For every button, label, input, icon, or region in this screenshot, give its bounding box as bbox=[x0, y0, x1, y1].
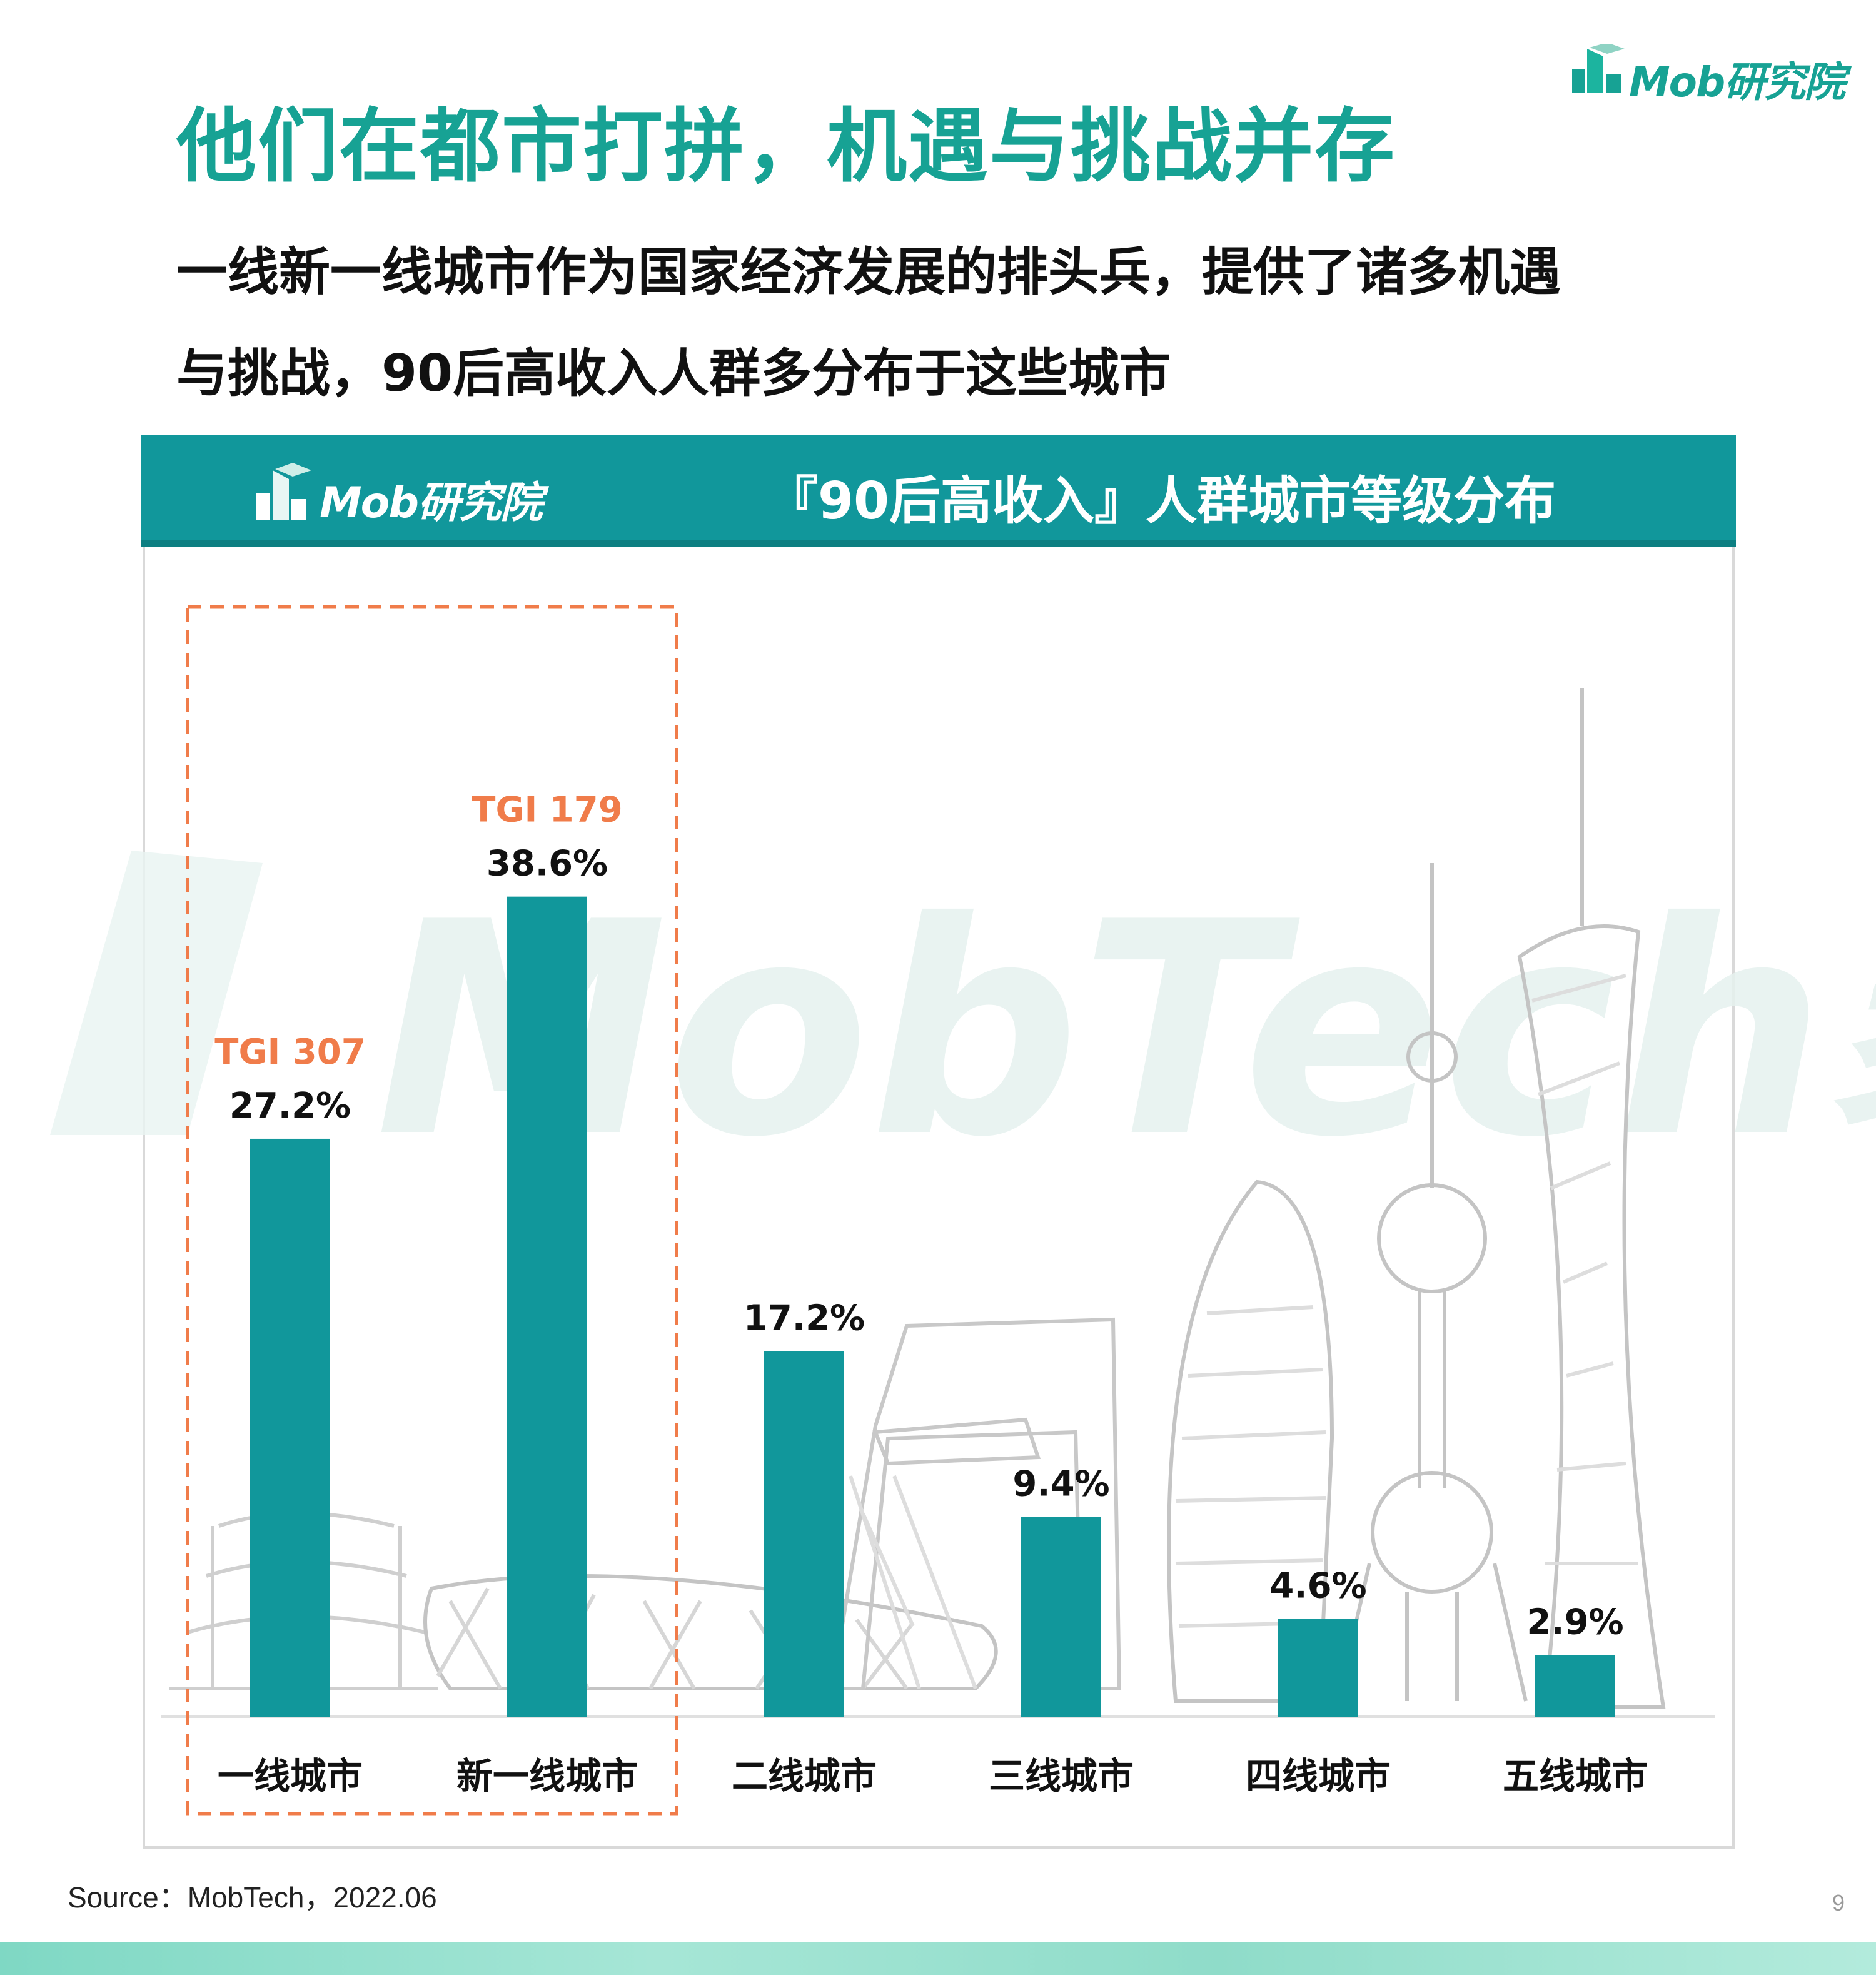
chart-panel bbox=[143, 437, 1735, 1849]
chart-title: 『90后高收入』人群城市等级分布 bbox=[767, 472, 1556, 531]
bar-erxian bbox=[764, 1351, 844, 1717]
category-label-sanxian: 三线城市 bbox=[989, 1755, 1134, 1797]
panel-logo-text: Mob研究院 bbox=[320, 478, 543, 528]
bottom-decor-band bbox=[0, 1942, 1876, 1975]
subtitle-line-2: 与挑战，90后高收入人群多分布于这些城市 bbox=[176, 344, 1171, 403]
value-label-sixian: 4.6% bbox=[1269, 1566, 1366, 1607]
chart-header-bar: Mob研究院 『90后高收入』人群城市等级分布 bbox=[141, 435, 1736, 547]
value-label-sanxian: 9.4% bbox=[1012, 1464, 1109, 1505]
category-label-xinyixian: 新一线城市 bbox=[456, 1755, 638, 1797]
header-shadow bbox=[141, 540, 1736, 547]
tgi-annotation-yixian: TGI 307 bbox=[214, 1032, 365, 1073]
value-label-wuxian: 2.9% bbox=[1526, 1602, 1623, 1642]
canton-tower-drawing bbox=[1517, 688, 1666, 1709]
watermark-logo-shape bbox=[50, 851, 263, 1135]
bar-wuxian bbox=[1535, 1655, 1615, 1717]
highlight-dashed-box bbox=[186, 605, 678, 1816]
brand-logo: Mob研究院 bbox=[1563, 38, 1845, 106]
bar-sanxian bbox=[1021, 1517, 1101, 1717]
page-number: 9 bbox=[1832, 1890, 1845, 1916]
category-label-sixian: 四线城市 bbox=[1246, 1755, 1391, 1797]
panel-logo: Mob研究院 bbox=[254, 454, 579, 529]
page-subtitle: 一线新一线城市作为国家经济发展的排头兵，提供了诸多机遇 与挑战，90后高收入人群… bbox=[176, 222, 1727, 425]
brand-name: Mob研究院 bbox=[1629, 58, 1845, 106]
tgi-annotation-xinyixian: TGI 179 bbox=[472, 790, 622, 831]
watermark-text: MobTech袤博 bbox=[375, 859, 1876, 1201]
subtitle-line-1: 一线新一线城市作为国家经济发展的排头兵，提供了诸多机遇 bbox=[176, 243, 1561, 302]
category-label-erxian: 二线城市 bbox=[732, 1755, 877, 1797]
source-note: Source：MobTech，2022.06 bbox=[68, 1881, 437, 1914]
bar-yixian bbox=[250, 1138, 330, 1717]
category-label-yixian: 一线城市 bbox=[218, 1755, 363, 1797]
bar-xinyixian bbox=[507, 896, 587, 1717]
value-label-erxian: 17.2% bbox=[744, 1298, 865, 1339]
page-title: 他们在都市打拼，机遇与挑战并存 bbox=[176, 100, 1396, 193]
brand-logo-icon bbox=[1572, 44, 1625, 93]
value-label-yixian: 27.2% bbox=[229, 1086, 351, 1126]
gherkin-drawing bbox=[1167, 1179, 1334, 1703]
panel-logo-icon bbox=[256, 463, 311, 520]
bar-sixian bbox=[1278, 1619, 1358, 1717]
category-label-wuxian: 五线城市 bbox=[1503, 1755, 1648, 1797]
cctv-drawing bbox=[829, 1317, 1122, 1690]
value-label-xinyixian: 38.6% bbox=[487, 844, 608, 884]
